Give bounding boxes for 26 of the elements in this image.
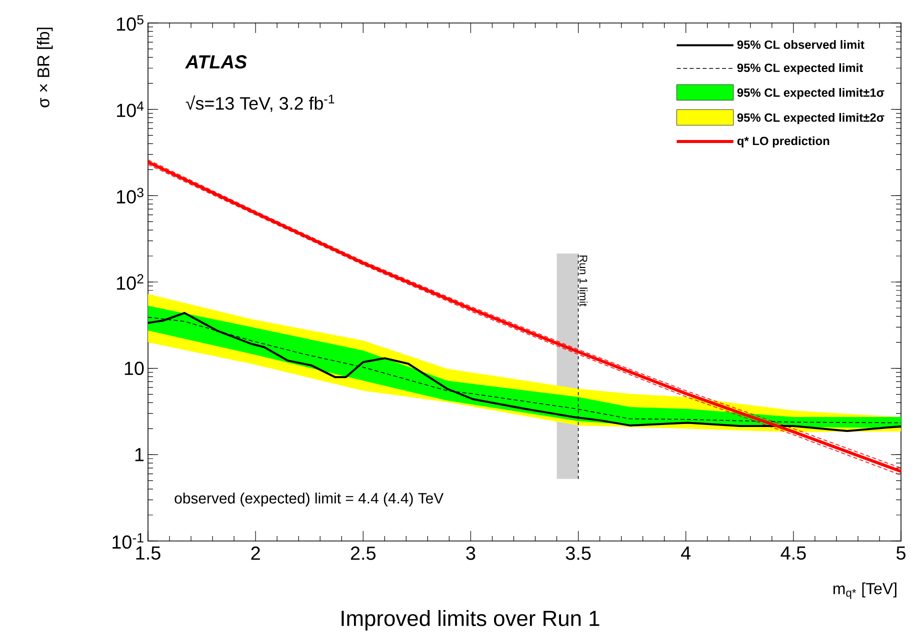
text: Improved limits over Run 1 (342, 610, 600, 630)
x-tick-label: 3.5 (566, 546, 591, 560)
annotation: √s=13 TeV, 3.2 fb$^{-1}$ (186, 94, 334, 112)
x-tick-label: 1.5 (136, 546, 160, 560)
y-tick-label: 10$^{4}$ (116, 102, 144, 118)
x-axis-title: m$_{q*}$ [TeV] (833, 582, 896, 599)
legend-label: 95% CL expected limit±2σ (737, 113, 884, 124)
legend-label: 95% CL observed limit (737, 40, 864, 49)
x-tick-label: 3 (466, 546, 476, 560)
y-tick-label: 1 (135, 448, 144, 462)
y-tick-label: 10 (124, 362, 144, 376)
band-label: Run 1 limit (579, 256, 588, 306)
legend-label: q* LO prediction (737, 136, 830, 148)
y-tick-label: 10$^{3}$ (116, 188, 144, 204)
x-tick-label: 4 (681, 546, 691, 560)
y-tick-label: 10$^{5}$ (116, 15, 144, 31)
legend-label: 95% CL expected limit (737, 63, 863, 74)
x-tick-label: 2.5 (350, 546, 376, 560)
legend-label: 95% CL expected limit±1σ (737, 88, 884, 100)
y-axis-title: σ × BR [fb] (36, 28, 53, 108)
x-tick-label: 4.5 (780, 546, 806, 560)
annotation: observed (expected) limit = 4.4 (4.4) TeV (174, 492, 444, 507)
x-tick-label: 2 (251, 546, 260, 560)
annotation: ATLAS (185, 55, 247, 69)
y-tick-label: 10$^{2}$ (116, 274, 144, 290)
x-tick-label: 5 (896, 546, 906, 560)
